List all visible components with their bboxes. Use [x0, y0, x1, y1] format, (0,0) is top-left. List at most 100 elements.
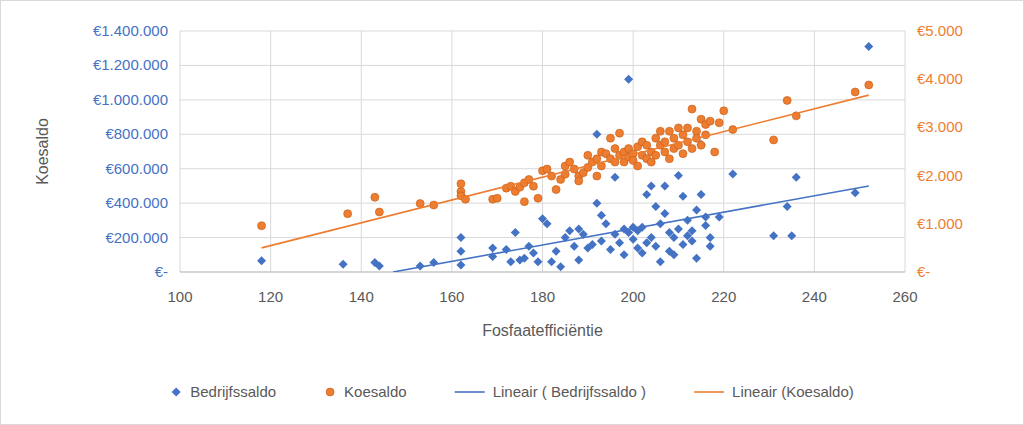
scatter-point	[697, 190, 706, 199]
scatter-point	[488, 243, 497, 252]
scatter-point	[534, 194, 542, 202]
scatter-point	[770, 136, 778, 144]
scatter-point	[711, 148, 719, 156]
y2-tick-label: €1.000	[917, 215, 963, 232]
scatter-point	[656, 257, 665, 266]
scatter-point	[684, 124, 692, 132]
scatter-point	[344, 210, 352, 218]
scatter-point	[674, 124, 682, 132]
scatter-point	[851, 88, 859, 96]
scatter-point	[547, 257, 556, 266]
y2-tick-label: €3.000	[917, 118, 963, 135]
scatter-point	[456, 261, 465, 270]
scatter-point	[543, 165, 551, 173]
scatter-point	[606, 245, 615, 254]
y-tick-label: €1.000.000	[93, 91, 168, 108]
series-0	[257, 42, 873, 271]
scatter-point	[670, 134, 678, 142]
grid	[180, 31, 905, 272]
scatter-point	[597, 211, 606, 220]
scatter-point	[592, 199, 601, 208]
chart-frame	[1, 1, 1024, 425]
x-tick-label: 140	[349, 288, 374, 305]
scatter-point	[593, 172, 601, 180]
legend-symbol	[172, 388, 181, 397]
y-tick-label: €200.000	[105, 229, 168, 246]
scatter-point	[493, 194, 501, 202]
scatter-point	[520, 198, 528, 206]
scatter-point	[647, 181, 656, 190]
scatter-point	[529, 249, 538, 258]
y-tick-label: €-	[155, 263, 168, 280]
scatter-point	[566, 158, 574, 166]
scatter-point	[638, 249, 647, 258]
x-grid-line	[451, 31, 452, 272]
scatter-point	[688, 105, 696, 113]
scatter-point	[611, 173, 620, 182]
scatter-point	[629, 235, 638, 244]
scatter-point	[634, 162, 642, 170]
scatter-point	[652, 134, 660, 142]
scatter-point	[611, 145, 619, 153]
x-tick-label: 120	[258, 288, 283, 305]
scatter-point	[520, 254, 529, 263]
legend-item: Lineair (Koesaldo)	[694, 383, 854, 400]
scatter-point	[416, 200, 424, 208]
scatter-point	[533, 257, 542, 266]
y-tick-label: €800.000	[105, 125, 168, 142]
scatter-point	[652, 151, 660, 159]
legend-symbol	[694, 391, 724, 393]
x-tick-label: 180	[530, 288, 555, 305]
series-1	[258, 81, 873, 230]
scatter-point	[552, 186, 560, 194]
scatter-point	[651, 202, 660, 211]
x-grid-line	[542, 31, 543, 272]
y-tick-label: €600.000	[105, 160, 168, 177]
scatter-point	[456, 233, 465, 242]
scatter-point	[624, 75, 633, 84]
scatter-point	[570, 242, 579, 251]
y-axis-title: Koesaldo	[34, 118, 51, 185]
scatter-point	[592, 130, 601, 139]
scatter-point	[728, 169, 737, 178]
scatter-point	[371, 193, 379, 201]
scatter-point	[258, 222, 266, 230]
scatter-point	[692, 206, 701, 215]
legend-symbol	[326, 388, 334, 396]
plot-marks	[257, 42, 873, 272]
x-grid-line	[361, 31, 362, 272]
scatter-point	[701, 212, 710, 221]
x-tick-label: 240	[802, 288, 827, 305]
scatter-point	[783, 96, 791, 104]
scatter-point	[456, 247, 465, 256]
scatter-point	[661, 138, 669, 146]
series-3	[262, 95, 869, 248]
scatter-point	[688, 226, 697, 235]
scatter-point	[688, 145, 696, 153]
legend-item: Koesaldo	[326, 383, 407, 400]
x-tick-label: 200	[621, 288, 646, 305]
x-tick-label: 160	[439, 288, 464, 305]
scatter-point	[575, 177, 583, 185]
scatter-point	[660, 181, 669, 190]
scatter-point	[720, 107, 728, 115]
y-grid-line	[180, 272, 905, 273]
legend-label: Lineair ( Bedrijfssaldo )	[493, 383, 646, 400]
x-tick-label: 220	[711, 288, 736, 305]
scatter-point	[601, 219, 610, 228]
x-grid-line	[723, 31, 724, 272]
scatter-point	[588, 240, 597, 249]
scatter-point	[792, 173, 801, 182]
scatter-point	[543, 219, 552, 228]
scatter-point	[597, 237, 606, 246]
legend-item: Lineair ( Bedrijfssaldo )	[455, 383, 646, 400]
legend-item: Bedrijfssaldo	[172, 383, 276, 400]
tick-labels: €-€200.000€400.000€600.000€800.000€1.000…	[93, 22, 963, 305]
scatter-point	[706, 233, 715, 242]
scatter-point	[679, 150, 687, 158]
x-grid-line	[270, 31, 271, 272]
y2-tick-label: €5.000	[917, 22, 963, 39]
scatter-point	[642, 190, 651, 199]
scatter-point	[661, 148, 669, 156]
scatter-point	[257, 256, 266, 265]
